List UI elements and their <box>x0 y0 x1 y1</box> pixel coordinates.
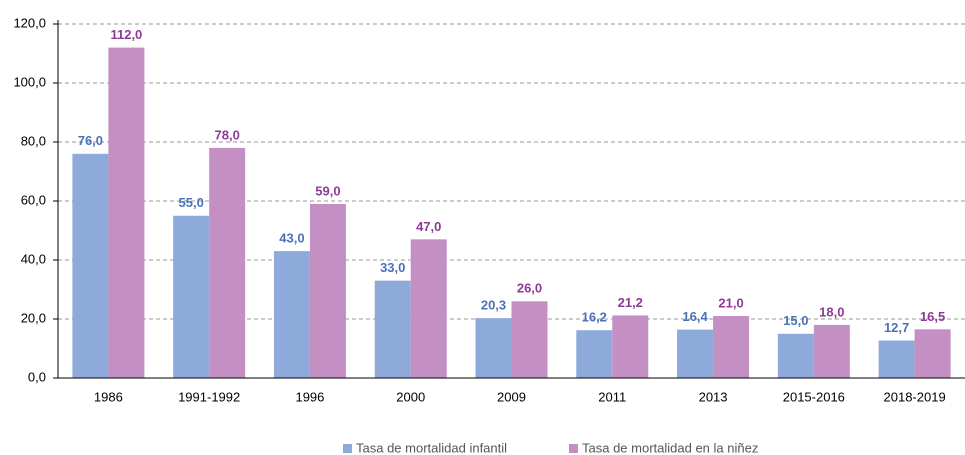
bar <box>108 47 145 378</box>
x-tick-label: 2015-2016 <box>783 389 845 404</box>
x-tick-label: 2018-2019 <box>884 389 946 404</box>
value-label: 16,4 <box>682 309 708 324</box>
x-tick-label: 1996 <box>295 389 324 404</box>
bar <box>677 329 714 378</box>
value-label: 16,2 <box>582 310 607 325</box>
y-tick-label: 120,0 <box>13 15 46 30</box>
value-label: 33,0 <box>380 260 405 275</box>
x-tick-label: 2013 <box>699 389 728 404</box>
value-label: 78,0 <box>215 127 240 142</box>
legend-swatch <box>343 444 352 453</box>
value-label: 76,0 <box>78 133 103 148</box>
bar <box>511 301 548 378</box>
value-label: 55,0 <box>179 195 204 210</box>
bar <box>209 147 246 378</box>
y-tick-label: 40,0 <box>21 251 46 266</box>
value-label: 20,3 <box>481 298 506 313</box>
value-label: 12,7 <box>884 320 909 335</box>
bar <box>374 280 411 378</box>
bar <box>72 153 109 378</box>
bar <box>173 215 210 378</box>
value-label: 112,0 <box>110 27 142 42</box>
bar <box>273 251 310 378</box>
y-tick-label: 60,0 <box>21 192 46 207</box>
bar <box>410 239 447 378</box>
x-tick-label: 2000 <box>396 389 425 404</box>
bar <box>914 329 951 378</box>
y-tick-label: 0,0 <box>28 369 46 384</box>
bar <box>475 318 512 378</box>
bar <box>777 333 814 378</box>
bar <box>576 330 613 378</box>
value-label: 59,0 <box>315 183 340 198</box>
y-tick-label: 100,0 <box>13 74 46 89</box>
value-label: 16,5 <box>920 309 945 324</box>
bar <box>612 315 649 378</box>
y-tick-label: 20,0 <box>21 310 46 325</box>
bar <box>309 203 346 378</box>
bar <box>713 316 750 378</box>
value-label: 15,0 <box>783 313 808 328</box>
value-label: 18,0 <box>819 304 844 319</box>
x-tick-label: 1986 <box>94 389 123 404</box>
x-tick-label: 1991-1992 <box>178 389 240 404</box>
value-label: 47,0 <box>416 219 441 234</box>
legend-label: Tasa de mortalidad infantil <box>356 440 507 455</box>
bar <box>878 340 915 378</box>
legend-swatch <box>569 444 578 453</box>
value-label: 21,0 <box>718 295 743 310</box>
x-tick-label: 2011 <box>598 389 626 404</box>
value-label: 43,0 <box>279 231 304 246</box>
value-label: 21,2 <box>618 295 643 310</box>
legend-label: Tasa de mortalidad en la niñez <box>582 440 758 455</box>
value-label: 26,0 <box>517 281 542 296</box>
bar <box>813 324 850 378</box>
x-tick-label: 2009 <box>497 389 526 404</box>
y-tick-label: 80,0 <box>21 133 46 148</box>
